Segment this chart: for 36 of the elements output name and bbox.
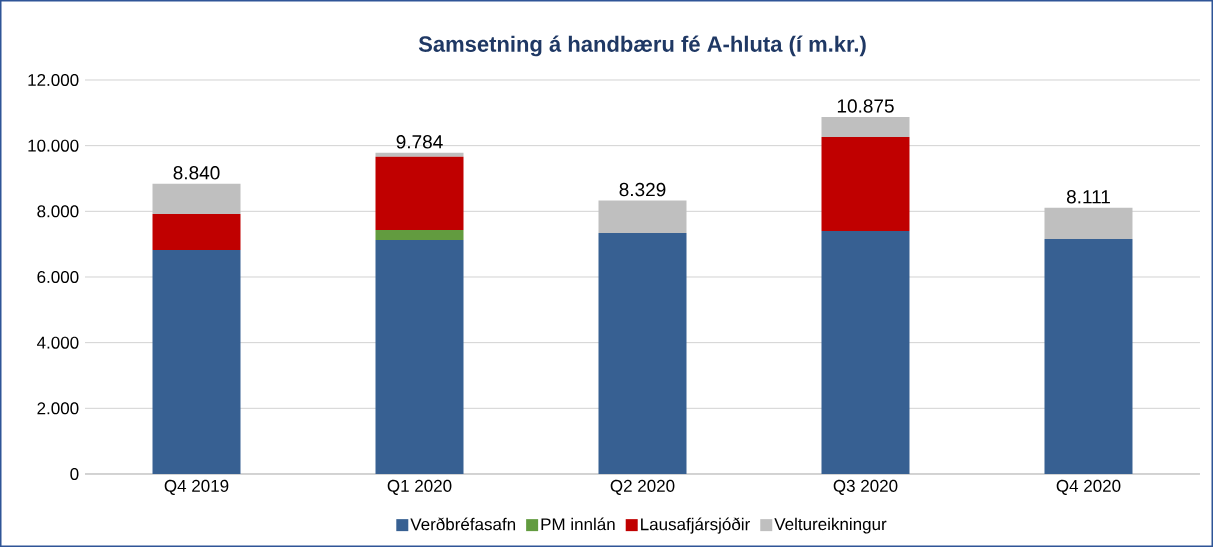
total-label: 8.329 (619, 182, 666, 197)
total-label: 9.784 (396, 135, 443, 149)
bar (375, 239, 464, 474)
bar (152, 183, 241, 214)
legend-label: Veltureikningur (774, 517, 887, 534)
y-tick-label: 2.000 (37, 402, 79, 415)
x-tick-label: Q1 2020 (387, 479, 452, 495)
chart-title: Samsetning á handbæru fé A-hluta (í m.kr.) (418, 35, 866, 57)
y-tick-label: 12.000 (28, 73, 79, 87)
bar (1044, 238, 1133, 474)
y-tick-label: 8.000 (37, 205, 79, 218)
bar (821, 137, 910, 232)
x-tick-label: Q3 2020 (833, 479, 898, 495)
bar (375, 156, 464, 231)
bar (1044, 207, 1133, 239)
total-label: 10.875 (837, 99, 894, 113)
x-tick-label: Q4 2020 (1056, 479, 1121, 495)
bar (821, 231, 910, 474)
legend-label: Lausafjársjóðir (641, 517, 750, 534)
bar (598, 232, 687, 474)
total-label: 8.111 (1066, 190, 1110, 204)
bar (375, 152, 464, 157)
y-tick-label: 0 (70, 467, 79, 481)
y-tick-label: 4.000 (36, 336, 79, 349)
x-tick-label: Q2 2020 (610, 479, 675, 495)
total-label: 8.840 (173, 166, 220, 180)
legend-label: PM innlán (541, 517, 615, 531)
bar (821, 116, 910, 138)
x-tick-label: Q4 2019 (164, 479, 229, 495)
legend-label: Verðbréfasafn (410, 517, 516, 531)
bar (598, 200, 687, 233)
y-tick-label: 10.000 (28, 139, 79, 152)
bar (152, 250, 241, 474)
y-tick-label: 6.000 (37, 270, 79, 284)
bar (375, 230, 464, 240)
bar (152, 213, 241, 251)
